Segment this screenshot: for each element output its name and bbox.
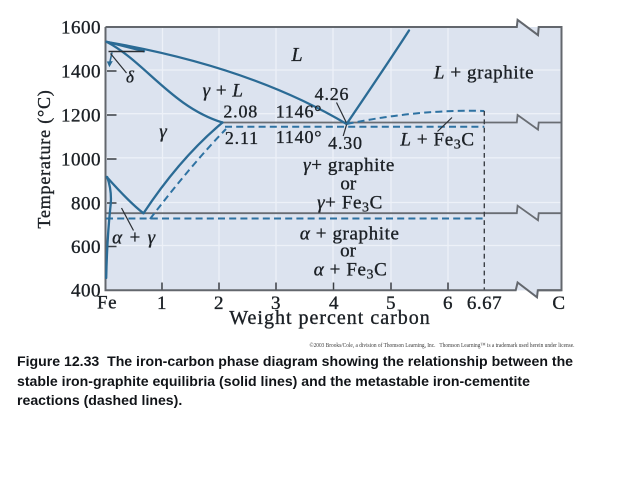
svg-text:L + graphite: L + graphite: [433, 63, 534, 84]
svg-text:1: 1: [157, 293, 167, 314]
svg-text:1146°: 1146°: [276, 102, 323, 122]
svg-text:6: 6: [443, 293, 453, 314]
svg-text:5: 5: [386, 293, 396, 314]
svg-text:γ+ graphite: γ+ graphite: [303, 155, 395, 176]
svg-text:800: 800: [71, 194, 101, 215]
svg-text:2: 2: [214, 293, 224, 314]
svg-text:L: L: [290, 44, 302, 66]
svg-text:1000: 1000: [61, 150, 101, 171]
svg-text:2.11: 2.11: [225, 128, 259, 148]
svg-text:3: 3: [271, 293, 281, 314]
svg-text:6.67: 6.67: [467, 293, 502, 314]
svg-text:γ + L: γ + L: [203, 81, 244, 102]
svg-text:γ+ Fe3C: γ+ Fe3C: [317, 193, 383, 216]
svg-text:1600: 1600: [61, 18, 101, 39]
svg-text:1200: 1200: [61, 106, 101, 127]
svg-text:4.30: 4.30: [328, 133, 363, 153]
svg-text:δ: δ: [126, 68, 135, 87]
svg-text:1400: 1400: [61, 62, 101, 83]
svg-text:Weight percent carbon: Weight percent carbon: [229, 307, 431, 329]
svg-text:4: 4: [329, 293, 339, 314]
svg-text:Temperature (°C): Temperature (°C): [34, 89, 55, 228]
svg-text:or: or: [340, 174, 357, 195]
svg-text:1140°: 1140°: [276, 127, 323, 147]
svg-text:or: or: [340, 241, 357, 262]
svg-text:α + graphite: α + graphite: [300, 224, 400, 245]
svg-text:C: C: [552, 293, 565, 314]
svg-text:L + Fe3C: L + Fe3C: [399, 130, 474, 153]
svg-text:α + Fe3C: α + Fe3C: [314, 260, 388, 283]
svg-text:2.08: 2.08: [223, 102, 258, 122]
svg-text:©2003 Brooks/Cole, a division: ©2003 Brooks/Cole, a division of Thomson…: [310, 342, 575, 349]
svg-text:4.26: 4.26: [315, 84, 350, 104]
svg-text:600: 600: [71, 237, 101, 258]
svg-text:γ: γ: [159, 122, 167, 143]
svg-text:Fe: Fe: [97, 293, 117, 314]
svg-text:α + γ: α + γ: [112, 228, 156, 249]
svg-text:400: 400: [71, 281, 101, 302]
